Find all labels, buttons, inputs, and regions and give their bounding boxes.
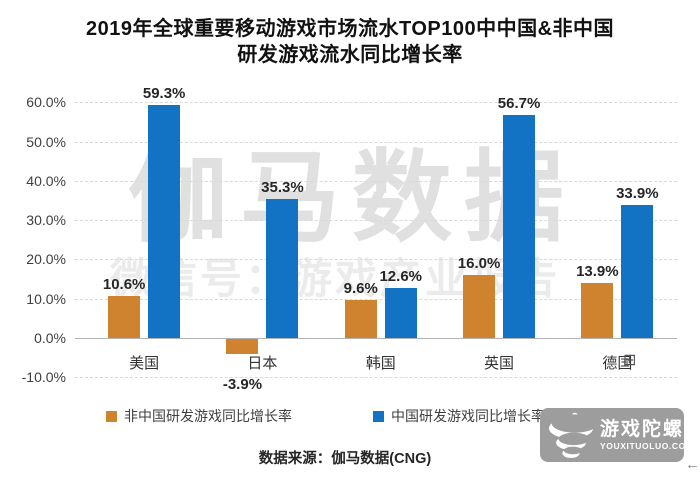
bar [344,300,377,338]
legend-item: 非中国研发游戏同比增长率 [106,406,292,426]
x-axis-category-label: 韩国 [365,355,396,372]
legend-swatch-icon [106,410,117,422]
legend-label: 非中国研发游戏同比增长率 [124,408,292,424]
y-axis-tick-label: 30.0% [26,212,66,229]
legend-item: 中国研发游戏同比增长率 [373,406,545,426]
y-axis-tick-label: 0.0% [34,330,66,346]
bar-value-label: 56.7% [497,95,541,113]
bar-value-label: 12.6% [379,268,423,286]
spinning-top-icon [548,412,596,458]
bar [463,275,496,338]
bar [108,296,141,338]
gridline [75,102,677,104]
x-axis-category-label: 德国 [602,355,633,372]
bar [148,104,181,338]
gridline [75,220,677,222]
squared-plus-icon: ⊞ [623,352,637,369]
x-axis-category-label: 英国 [484,355,515,372]
legend-label: 中国研发游戏同比增长率 [391,408,545,424]
y-axis-tick-label: -10.0% [21,369,66,386]
chart-title: 2019年全球重要移动游戏市场流水TOP100中中国&非中国 研发游戏流水同比增… [0,16,700,68]
logo-text: 游戏陀螺 YOUXITUOLUO.COM [600,419,694,452]
watermark-brand-text: 伽马数据 [128,142,576,254]
gridline [75,377,677,379]
bar-value-label: 9.6% [343,280,378,298]
bar-value-label: 35.3% [261,179,304,197]
y-axis-tick-label: 60.0% [26,94,66,111]
y-axis-tick-label: 10.0% [26,290,66,307]
bar-value-label: 59.3% [142,84,186,102]
bar [226,339,259,355]
chart-title-line2: 研发游戏流水同比增长率 [237,44,463,66]
youxituoluo-logo-badge: 游戏陀螺 YOUXITUOLUO.COM [540,408,693,462]
bar-value-label: 13.9% [576,263,619,281]
bar [266,199,299,338]
bar [581,283,614,338]
gridline [75,298,677,300]
source-note: 数据来源：伽马数据(CNG) [258,451,432,467]
bar-value-label: 10.6% [102,276,146,294]
y-axis-tick-label: 50.0% [26,133,66,150]
bar [503,115,536,338]
bar-value-label: -3.9% [222,376,263,393]
bar-value-label: 33.9% [616,184,659,202]
chart-title-line1: 2019年全球重要移动游戏市场流水TOP100中中国&非中国 [85,18,615,40]
logo-domain: YOUXITUOLUO.COM [600,440,694,451]
legend-swatch-icon [373,410,384,422]
gridline [75,259,677,261]
gridline [75,141,677,143]
y-axis-tick-label: 40.0% [26,172,66,189]
logo-name: 游戏陀螺 [600,418,685,440]
x-axis-category-label: 美国 [129,355,160,372]
gridline [75,180,677,182]
legend: 非中国研发游戏同比增长率 中国研发游戏同比增长率 [0,406,700,426]
x-axis-category-label: 日本 [247,355,278,372]
bar [384,288,417,338]
y-axis-tick-label: 20.0% [26,251,66,268]
bar-value-label: 16.0% [457,255,501,273]
bar [621,204,654,338]
x-axis-line [75,338,677,339]
back-arrow-icon: ← [685,456,700,473]
